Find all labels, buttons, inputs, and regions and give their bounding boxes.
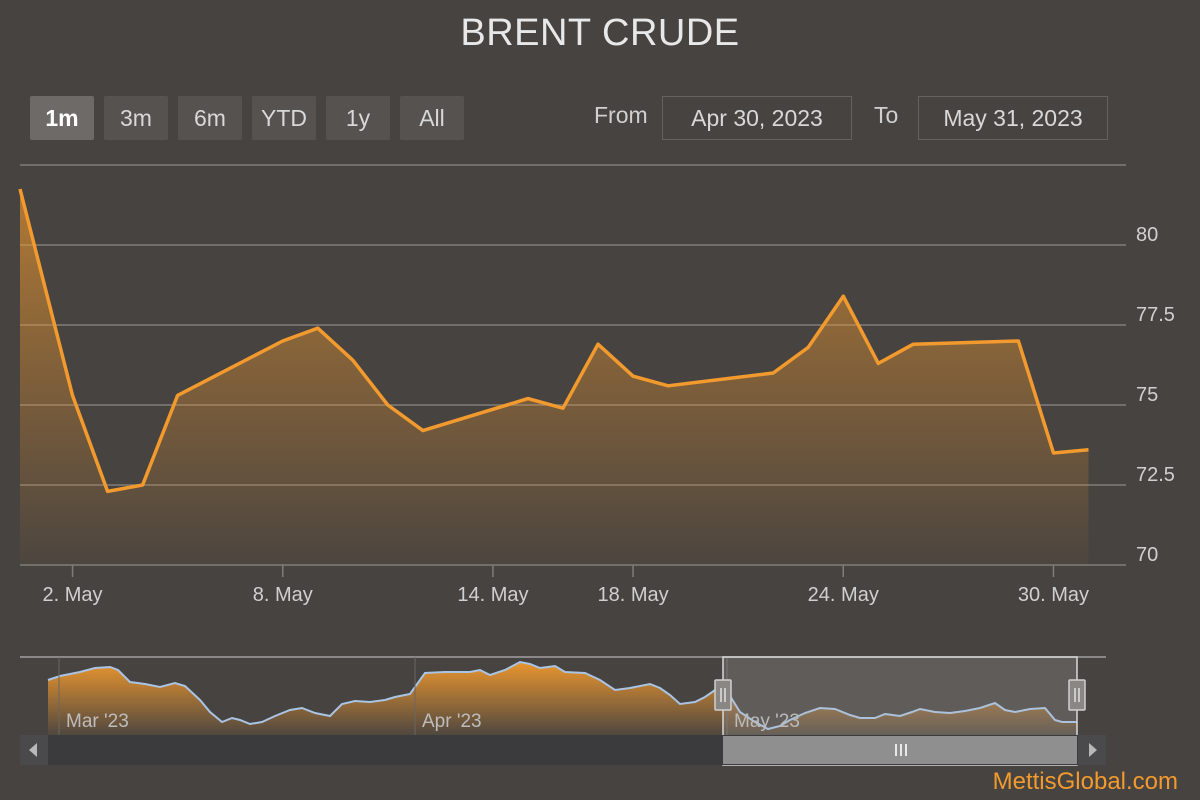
range-button-all[interactable]: All — [400, 96, 464, 140]
from-label: From — [594, 102, 648, 128]
from-date-input[interactable]: Apr 30, 2023 — [662, 96, 852, 140]
navigator-left-handle[interactable] — [714, 679, 732, 711]
x-tick-label: 14. May — [457, 584, 528, 606]
credit-link[interactable]: MettisGlobal.com — [992, 768, 1178, 795]
chevron-right-icon — [1089, 743, 1097, 757]
series-area — [20, 189, 1089, 565]
to-label: To — [874, 102, 899, 128]
range-button-ytd[interactable]: YTD — [252, 96, 316, 140]
x-tick-label: 2. May — [43, 584, 103, 606]
series-line — [18, 188, 1089, 494]
range-button-1y[interactable]: 1y — [326, 96, 390, 140]
navigator-line — [47, 660, 1077, 731]
navigator-label-may: May '23 — [734, 711, 800, 732]
range-button-6m[interactable]: 6m — [178, 96, 242, 140]
x-tick-label: 18. May — [597, 584, 668, 606]
chart-title: BRENT CRUDE — [460, 12, 740, 54]
navigator-right-handle[interactable] — [1068, 679, 1086, 711]
range-button-1m[interactable]: 1m — [30, 96, 94, 140]
y-tick-label: 80 — [1136, 224, 1158, 246]
x-tick-label: 8. May — [253, 584, 313, 606]
navigator[interactable]: Mar '23 Apr '23 May '23 — [20, 656, 1106, 766]
range-button-3m[interactable]: 3m — [104, 96, 168, 140]
navigator-label-mar: Mar '23 — [66, 711, 129, 732]
x-tick-label: 30. May — [1018, 584, 1089, 606]
navigator-area — [48, 662, 1077, 735]
navigator-label-apr: Apr '23 — [422, 711, 482, 732]
x-tick-label: 24. May — [808, 584, 879, 606]
y-tick-label: 72.5 — [1136, 464, 1175, 486]
chevron-left-icon — [29, 743, 37, 757]
scrollbar-thumb[interactable] — [723, 736, 1077, 764]
y-tick-label: 77.5 — [1136, 304, 1175, 326]
y-tick-label: 70 — [1136, 544, 1158, 566]
y-tick-label: 75 — [1136, 384, 1158, 406]
to-date-input[interactable]: May 31, 2023 — [918, 96, 1108, 140]
